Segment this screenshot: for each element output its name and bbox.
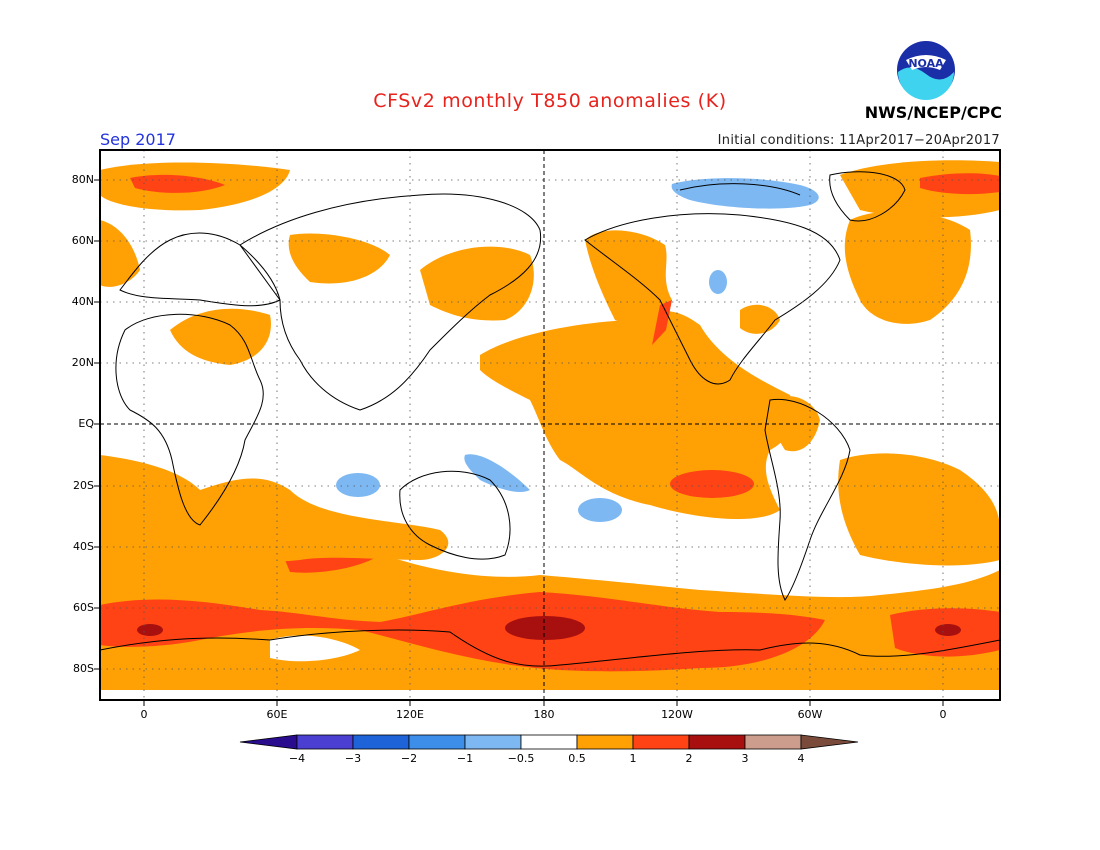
west-africa-orange — [100, 220, 140, 287]
colorbar-swatch — [352, 734, 410, 750]
lat-label-40n: 40N — [71, 295, 94, 308]
antarctica-outline — [100, 629, 1000, 667]
antarctic-white-gap — [270, 635, 360, 662]
eastern-us-orange — [740, 304, 780, 334]
greenland-outline — [829, 171, 906, 222]
siberia-orange — [288, 233, 390, 284]
lat-label-60s: 60S — [73, 601, 94, 614]
africa-outline — [115, 313, 264, 526]
asia-outline — [239, 193, 542, 411]
lon-label-120w: 120W — [661, 708, 693, 721]
colorbar-label: −1 — [456, 752, 474, 765]
south-pacific-red-blob — [670, 470, 754, 498]
south-pacific-blue-patch — [464, 454, 530, 492]
north-america-outline — [584, 213, 841, 385]
lat-label-80s: 80S — [73, 662, 94, 675]
noaa-logo: NOAA — [897, 41, 955, 100]
colorbar-arrow-right — [800, 734, 859, 750]
australia-outline — [399, 470, 511, 560]
lon-label-0: 0 — [140, 708, 148, 721]
colorbar-swatch — [632, 734, 690, 750]
lat-label-20s: 20S — [73, 479, 94, 492]
colorbar-swatch — [576, 734, 634, 750]
california-red-streak — [652, 300, 672, 345]
south-africa-indian-orange — [100, 455, 449, 563]
anomaly-field — [100, 160, 1000, 690]
valid-month-label: Sep 2017 — [100, 130, 176, 149]
logo-text: NOAA — [908, 57, 944, 70]
greenland-arctic-coast — [679, 183, 801, 196]
colorbar-label: −0.5 — [507, 752, 535, 765]
lat-label-40s: 40S — [73, 540, 94, 553]
ticks — [94, 179, 944, 706]
indian-ocean-blue-patch — [336, 473, 380, 497]
north-america-blue-patch — [709, 270, 727, 294]
map-frame — [99, 149, 1001, 701]
initial-conditions-label: Initial conditions: 11Apr2017−20Apr2017 — [717, 133, 1000, 148]
lon-label-0-east: 0 — [939, 708, 947, 721]
colorbar-swatch — [744, 734, 802, 750]
middle-east-orange — [170, 308, 271, 365]
colorbar-label: 4 — [797, 752, 805, 765]
lat-label-eq: EQ — [78, 417, 94, 430]
arctic-europe-red — [130, 174, 225, 193]
colorbar-swatch — [464, 734, 522, 750]
colorbar-label: 2 — [685, 752, 693, 765]
east-asia-orange — [420, 246, 534, 321]
south-america-outline — [764, 398, 851, 601]
lat-lon-grid — [100, 150, 1000, 700]
south-atlantic-orange — [838, 453, 1000, 566]
lon-label-60e: 60E — [266, 708, 288, 721]
europe-outline — [119, 232, 281, 307]
colorbar-label: 3 — [741, 752, 749, 765]
lon-label-60w: 60W — [797, 708, 823, 721]
colorbar-swatch — [520, 734, 578, 750]
lon-label-180: 180 — [533, 708, 555, 721]
colorbar-label: −3 — [344, 752, 362, 765]
tropical-pacific-orange — [480, 310, 794, 520]
south-pacific-blue-blob — [578, 498, 622, 522]
colorbar-swatch — [688, 734, 746, 750]
lat-label-20n: 20N — [71, 356, 94, 369]
indian-dark-red-spot — [137, 624, 163, 636]
pacific-dark-red-spot — [505, 616, 585, 640]
atlantic-dark-red-spot — [935, 624, 961, 636]
arctic-blue-patch — [671, 178, 819, 209]
map-title: CFSv2 monthly T850 anomalies (K) — [373, 90, 727, 112]
lon-label-120e: 120E — [396, 708, 424, 721]
colorbar-swatch — [296, 734, 354, 750]
colorbar-arrow-left — [239, 734, 298, 750]
lat-label-80n: 80N — [71, 173, 94, 186]
coastlines — [100, 171, 1000, 667]
lat-label-60n: 60N — [71, 234, 94, 247]
colorbar-label: −4 — [288, 752, 306, 765]
agency-label: NWS/NCEP/CPC — [864, 103, 1002, 122]
southern-ocean-red-band — [100, 592, 825, 672]
colorbar-label: 1 — [629, 752, 637, 765]
north-pacific-orange — [585, 230, 672, 325]
colorbar — [239, 734, 859, 750]
north-atlantic-orange — [844, 211, 971, 324]
arctic-atlantic-red — [920, 173, 1000, 195]
colorbar-label: −2 — [400, 752, 418, 765]
colorbar-swatch — [408, 734, 466, 750]
colorbar-label: 0.5 — [568, 752, 586, 765]
